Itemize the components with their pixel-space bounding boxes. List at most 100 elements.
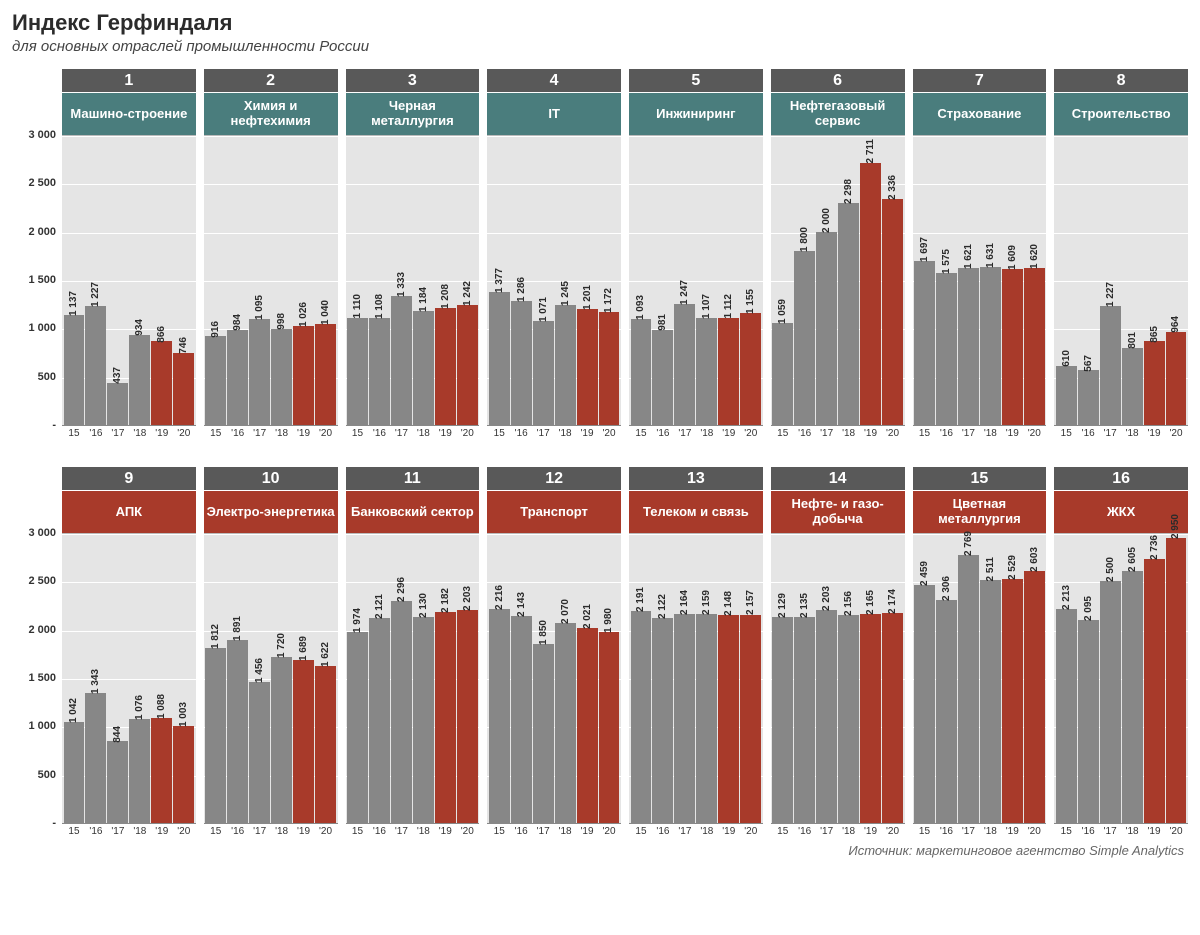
- x-tick-label: '17: [816, 826, 838, 837]
- bar-value-label: 1 697: [919, 237, 930, 262]
- bar-value-label: 2 306: [941, 576, 952, 601]
- bar: [718, 615, 739, 823]
- panel-plot: 1 3771 2861 0711 2451 2011 172: [487, 135, 621, 425]
- y-tick-label: 1 000: [28, 720, 56, 732]
- bar-value-label: 998: [276, 313, 287, 330]
- x-tick-label: 15: [772, 428, 794, 439]
- y-tick-label: 500: [38, 371, 56, 383]
- bar-value-label: 2 298: [843, 179, 854, 204]
- x-tick-label: '18: [979, 826, 1001, 837]
- panel: 10Электро-энергетика1 8121 8911 4561 720…: [204, 467, 338, 837]
- bar-value-label: 2 164: [679, 590, 690, 615]
- x-tick-label: '19: [860, 428, 882, 439]
- panel-plot: 2 4592 3062 7692 5112 5292 603: [913, 533, 1047, 823]
- panel-number: 11: [346, 467, 480, 491]
- bar: [794, 251, 815, 425]
- panel-title: Страхование: [913, 93, 1047, 135]
- x-tick-label: 15: [488, 428, 510, 439]
- panel-number: 16: [1054, 467, 1188, 491]
- bar-value-label: 2 203: [821, 586, 832, 611]
- bar: [740, 313, 761, 425]
- bar: [794, 617, 815, 823]
- bar-value-label: 984: [232, 314, 243, 331]
- panel-title: Транспорт: [487, 491, 621, 533]
- bar: [173, 726, 194, 823]
- bar: [718, 318, 739, 425]
- bar-value-label: 2 711: [865, 139, 876, 163]
- bar: [740, 615, 761, 824]
- bar-value-label: 2 296: [396, 577, 407, 602]
- x-tick-label: '17: [107, 826, 129, 837]
- bar: [772, 617, 793, 823]
- bar-value-label: 1 088: [156, 694, 167, 719]
- bar: [533, 644, 554, 823]
- bar: [674, 304, 695, 425]
- bar-value-label: 1 201: [582, 285, 593, 310]
- panel: 7Страхование1 6971 5751 6211 6311 6091 6…: [913, 69, 1047, 439]
- bar: [413, 617, 434, 823]
- bar-value-label: 610: [1061, 350, 1072, 367]
- panel-title: Нефте- и газо-добыча: [771, 491, 905, 533]
- x-tick-label: '19: [718, 826, 740, 837]
- x-tick-label: '16: [368, 428, 390, 439]
- bar: [315, 324, 336, 425]
- y-tick-label: -: [52, 817, 56, 829]
- x-tick-label: '16: [227, 428, 249, 439]
- bar-value-label: 1 689: [298, 636, 309, 661]
- bar-value-label: 1 242: [462, 281, 473, 306]
- bar-value-label: 1 286: [516, 277, 527, 302]
- x-axis: 15'16'17'18'19'20: [62, 823, 196, 837]
- bar: [129, 719, 150, 823]
- x-tick-label: '17: [532, 428, 554, 439]
- x-tick-label: '16: [935, 826, 957, 837]
- x-tick-label: 15: [205, 826, 227, 837]
- panel-title: Телеком и связь: [629, 491, 763, 533]
- bar-value-label: 1 108: [374, 294, 385, 319]
- panel: 14Нефте- и газо-добыча2 1292 1352 2032 1…: [771, 467, 905, 837]
- bar-value-label: 1 137: [68, 291, 79, 316]
- bar: [151, 341, 172, 425]
- x-axis: 15'16'17'18'19'20: [913, 823, 1047, 837]
- bar-value-label: 2 121: [374, 594, 385, 619]
- bar: [914, 585, 935, 823]
- x-tick-label: 15: [630, 826, 652, 837]
- panel: 15Цветная металлургия2 4592 3062 7692 51…: [913, 467, 1047, 837]
- bar-value-label: 2 182: [440, 588, 451, 613]
- bar-value-label: 2 529: [1007, 555, 1018, 580]
- x-tick-label: '17: [816, 428, 838, 439]
- bar-value-label: 2 603: [1029, 547, 1040, 572]
- bar-value-label: 1 110: [352, 294, 363, 318]
- panel-title: IT: [487, 93, 621, 135]
- bar: [1056, 366, 1077, 425]
- bar: [435, 308, 456, 425]
- bar-value-label: 866: [156, 326, 167, 343]
- panel-title: Электро-энергетика: [204, 491, 338, 533]
- bar-value-label: 1 622: [320, 642, 331, 667]
- panel-plot: 9169841 0959981 0261 040: [204, 135, 338, 425]
- bar-value-label: 1 003: [178, 702, 189, 727]
- x-axis: 15'16'17'18'19'20: [62, 425, 196, 439]
- bar: [914, 261, 935, 425]
- x-axis: 15'16'17'18'19'20: [487, 425, 621, 439]
- bar-value-label: 2 459: [919, 561, 930, 586]
- bar: [555, 305, 576, 425]
- x-tick-label: '18: [979, 428, 1001, 439]
- bar-value-label: 2 950: [1170, 514, 1181, 539]
- chart-source: Источник: маркетинговое агентство Simple…: [12, 843, 1188, 858]
- panel-plot: 1 0939811 2471 1071 1121 155: [629, 135, 763, 425]
- bar-value-label: 567: [1083, 355, 1094, 372]
- panel-plot: 1 9742 1212 2962 1302 1822 203: [346, 533, 480, 823]
- bar-value-label: 1 076: [134, 695, 145, 720]
- x-tick-label: '20: [1165, 428, 1187, 439]
- y-axis: -5001 0001 5002 0002 5003 000: [12, 467, 62, 823]
- bar: [1144, 559, 1165, 823]
- chart-title: Индекс Герфиндаля: [12, 10, 1188, 36]
- bar: [577, 309, 598, 425]
- panel-number: 2: [204, 69, 338, 93]
- bar-value-label: 2 021: [582, 604, 593, 629]
- bar-value-label: 2 769: [963, 531, 974, 556]
- bar: [1056, 609, 1077, 823]
- bar-value-label: 1 040: [320, 300, 331, 325]
- panel: 2Химия и нефтехимия9169841 0959981 0261 …: [204, 69, 338, 439]
- bar-value-label: 1 720: [276, 633, 287, 658]
